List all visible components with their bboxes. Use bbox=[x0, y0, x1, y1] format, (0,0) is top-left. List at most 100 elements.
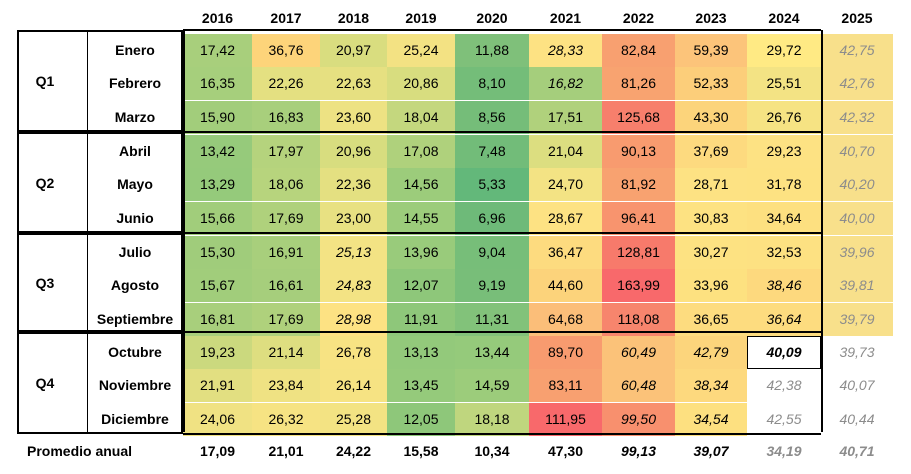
data-cell: 12,07 bbox=[387, 269, 455, 302]
data-cell: 8,56 bbox=[455, 101, 529, 134]
data-cell: 38,46 bbox=[747, 269, 821, 302]
quarter-label: Q1 bbox=[35, 73, 55, 89]
data-cell: 42,79 bbox=[675, 336, 747, 369]
data-cell: 44,60 bbox=[529, 269, 602, 302]
data-cell: 42,38 bbox=[747, 369, 821, 402]
data-cell: 17,97 bbox=[252, 135, 320, 168]
annual-average-value: 47,30 bbox=[547, 443, 584, 459]
data-cell: 15,67 bbox=[183, 269, 252, 302]
quarter-block-q2: Q2 Abril Mayo Junio bbox=[17, 132, 183, 233]
data-cell: 16,91 bbox=[252, 236, 320, 269]
month-label: Agosto bbox=[110, 277, 160, 293]
data-cell: 21,04 bbox=[529, 135, 602, 168]
data-cell: 13,96 bbox=[387, 236, 455, 269]
data-cell: 90,13 bbox=[602, 135, 675, 168]
data-cell: 60,49 bbox=[602, 336, 675, 369]
year-header-2023: 2023 bbox=[695, 10, 727, 26]
data-cell: 11,91 bbox=[387, 303, 455, 336]
data-cell: 32,53 bbox=[747, 236, 821, 269]
month-label: Febrero bbox=[108, 75, 162, 91]
annual-average-label: Promedio anual bbox=[27, 443, 133, 459]
data-cell: 14,56 bbox=[387, 168, 455, 201]
data-cell: 31,78 bbox=[747, 168, 821, 201]
data-cell: 36,65 bbox=[675, 303, 747, 336]
data-cell: 24,83 bbox=[320, 269, 387, 302]
quarter-divider bbox=[87, 134, 88, 231]
data-cell: 39,81 bbox=[821, 269, 893, 302]
data-cell: 22,63 bbox=[320, 67, 387, 100]
data-cell: 39,96 bbox=[821, 236, 893, 269]
data-cell: 40,20 bbox=[821, 168, 893, 201]
quarter-block-q1: Q1 Enero Febrero Marzo bbox=[17, 30, 183, 132]
data-cell: 9,19 bbox=[455, 269, 529, 302]
data-cell: 9,04 bbox=[455, 236, 529, 269]
data-cell: 8,10 bbox=[455, 67, 529, 100]
month-label: Julio bbox=[118, 244, 152, 260]
data-cell: 15,66 bbox=[183, 202, 252, 235]
data-cell: 125,68 bbox=[602, 101, 675, 134]
annual-average-value: 24,22 bbox=[335, 443, 372, 459]
data-cell: 5,33 bbox=[455, 168, 529, 201]
data-cell: 60,48 bbox=[602, 369, 675, 402]
month-label: Mayo bbox=[117, 176, 153, 192]
data-cell: 13,13 bbox=[387, 336, 455, 369]
annual-average-value: 15,58 bbox=[403, 443, 439, 459]
data-cell: 15,30 bbox=[183, 236, 252, 269]
data-cell: 26,32 bbox=[252, 403, 320, 436]
annual-average-value: 40,71 bbox=[839, 443, 875, 459]
divider-line bbox=[747, 368, 821, 369]
quarter-separator bbox=[183, 331, 821, 333]
data-cell: 82,84 bbox=[602, 34, 675, 67]
data-cell: 21,14 bbox=[252, 336, 320, 369]
month-label: Noviembre bbox=[98, 377, 172, 393]
data-cell: 30,27 bbox=[675, 236, 747, 269]
data-cell: 12,05 bbox=[387, 403, 455, 436]
data-cell: 14,55 bbox=[387, 202, 455, 235]
data-cell: 29,23 bbox=[747, 135, 821, 168]
data-cell: 13,44 bbox=[455, 336, 529, 369]
data-cell: 17,51 bbox=[529, 101, 602, 134]
year-header-2020: 2020 bbox=[476, 10, 508, 26]
data-cell: 81,26 bbox=[602, 67, 675, 100]
quarter-separator bbox=[183, 29, 821, 31]
data-cell: 42,76 bbox=[821, 67, 893, 100]
month-label: Junio bbox=[116, 210, 154, 226]
data-cell: 111,95 bbox=[529, 403, 602, 436]
data-cell: 128,81 bbox=[602, 236, 675, 269]
data-cell: 42,75 bbox=[821, 34, 893, 67]
data-cell: 16,81 bbox=[183, 303, 252, 336]
data-cell: 118,08 bbox=[602, 303, 675, 336]
data-cell: 25,51 bbox=[747, 67, 821, 100]
data-cell: 40,07 bbox=[821, 369, 893, 402]
data-cell: 17,69 bbox=[252, 303, 320, 336]
data-cell: 64,68 bbox=[529, 303, 602, 336]
data-cell: 17,69 bbox=[252, 202, 320, 235]
data-cell: 11,31 bbox=[455, 303, 529, 336]
data-cell: 26,76 bbox=[747, 101, 821, 134]
data-cell: 23,60 bbox=[320, 101, 387, 134]
year-header-2016: 2016 bbox=[201, 10, 234, 26]
data-cell: 23,00 bbox=[320, 202, 387, 235]
data-cell: 40,70 bbox=[821, 135, 893, 168]
annual-average-value: 99,13 bbox=[620, 443, 657, 459]
data-cell: 39,73 bbox=[821, 336, 893, 369]
data-cell: 29,72 bbox=[747, 34, 821, 67]
year-header-2022: 2022 bbox=[622, 10, 655, 26]
data-cell: 20,96 bbox=[320, 135, 387, 168]
data-cell: 22,26 bbox=[252, 67, 320, 100]
data-cell: 22,36 bbox=[320, 168, 387, 201]
data-cell: 14,59 bbox=[455, 369, 529, 402]
annual-average-value: 34,19 bbox=[766, 443, 802, 459]
data-cell: 34,54 bbox=[675, 403, 747, 436]
year-header-2019: 2019 bbox=[405, 10, 437, 26]
data-cell: 28,98 bbox=[320, 303, 387, 336]
month-label: Abril bbox=[119, 143, 151, 159]
data-cell: 34,64 bbox=[747, 202, 821, 235]
data-cell: 13,45 bbox=[387, 369, 455, 402]
data-cell: 96,41 bbox=[602, 202, 675, 235]
data-cell: 16,35 bbox=[183, 67, 252, 100]
year-header-2021: 2021 bbox=[549, 10, 582, 26]
data-cell: 33,96 bbox=[675, 269, 747, 302]
data-cell: 17,42 bbox=[183, 34, 252, 67]
data-cell: 16,61 bbox=[252, 269, 320, 302]
